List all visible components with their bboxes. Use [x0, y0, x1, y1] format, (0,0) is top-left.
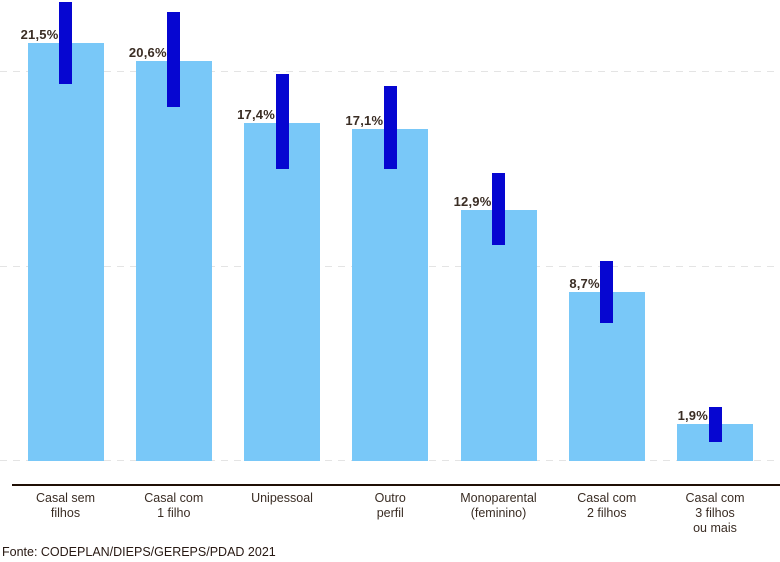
- error-bar: [600, 260, 614, 323]
- value-label: 21,5%: [20, 27, 59, 43]
- value-label: 17,4%: [237, 106, 275, 122]
- bar: [460, 210, 537, 461]
- bar: [27, 43, 104, 461]
- category-label: Casal sem filhos: [35, 491, 96, 520]
- gridline: [0, 71, 780, 73]
- category-label: Outro perfil: [374, 491, 406, 520]
- error-bar: [492, 173, 505, 246]
- error-bar: [708, 406, 722, 442]
- error-bar: [167, 11, 181, 108]
- error-bar: [59, 2, 72, 84]
- error-bar: [275, 74, 289, 170]
- value-label: 17,1%: [345, 112, 384, 128]
- value-label: 20,6%: [128, 44, 167, 60]
- value-label: 8,7%: [569, 275, 600, 291]
- bar: [352, 128, 429, 461]
- x-axis-line: [12, 484, 780, 486]
- bar: [244, 122, 320, 461]
- category-label: Unipessoal: [251, 491, 313, 505]
- error-bar: [383, 85, 397, 170]
- bar: [135, 60, 212, 461]
- category-label: Casal com 2 filhos: [577, 491, 637, 520]
- source-note: Fonte: CODEPLAN/DIEPS/GEREPS/PDAD 2021: [2, 545, 276, 559]
- category-label: Casal com 1 filho: [144, 491, 204, 520]
- category-label: Casal com 3 filhos ou mais: [685, 491, 745, 535]
- value-label: 1,9%: [677, 408, 708, 424]
- value-label: 12,9%: [453, 194, 492, 210]
- category-label: Monoparental (feminino): [460, 491, 537, 520]
